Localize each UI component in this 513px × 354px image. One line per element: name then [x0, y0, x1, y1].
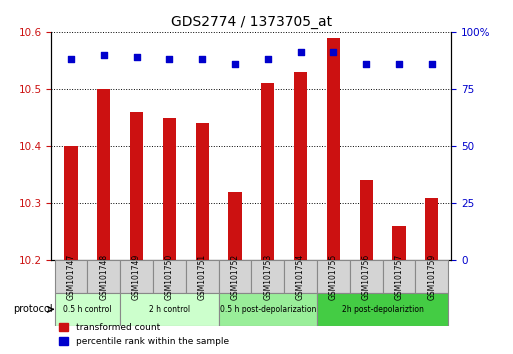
FancyBboxPatch shape [317, 261, 350, 293]
Title: GDS2774 / 1373705_at: GDS2774 / 1373705_at [171, 16, 332, 29]
FancyBboxPatch shape [87, 261, 120, 293]
Bar [294, 72, 307, 261]
Text: GSM101748: GSM101748 [100, 254, 108, 300]
Point [395, 61, 403, 67]
Point [428, 61, 436, 67]
FancyBboxPatch shape [219, 293, 317, 326]
Bar [65, 146, 77, 261]
Bar [130, 112, 143, 261]
Point [198, 56, 206, 62]
Point [297, 50, 305, 55]
Bar [392, 226, 405, 261]
FancyBboxPatch shape [383, 261, 416, 293]
FancyBboxPatch shape [120, 293, 219, 326]
Text: GSM101749: GSM101749 [132, 253, 141, 300]
FancyBboxPatch shape [251, 261, 284, 293]
FancyBboxPatch shape [153, 261, 186, 293]
FancyBboxPatch shape [120, 261, 153, 293]
FancyBboxPatch shape [284, 261, 317, 293]
Bar [163, 118, 176, 261]
FancyBboxPatch shape [416, 261, 448, 293]
FancyBboxPatch shape [219, 261, 251, 293]
FancyBboxPatch shape [350, 261, 383, 293]
Text: GSM101752: GSM101752 [230, 254, 240, 300]
Text: 0.5 h control: 0.5 h control [63, 305, 112, 314]
Text: GSM101759: GSM101759 [427, 253, 436, 300]
Point [132, 54, 141, 60]
Bar [327, 38, 340, 261]
Point [362, 61, 370, 67]
Bar [97, 89, 110, 261]
Text: 2 h control: 2 h control [149, 305, 190, 314]
FancyBboxPatch shape [54, 261, 87, 293]
Text: protocol: protocol [13, 304, 53, 314]
Point [329, 50, 338, 55]
Point [231, 61, 239, 67]
Point [100, 52, 108, 58]
Text: GSM101755: GSM101755 [329, 253, 338, 300]
Bar [261, 83, 274, 261]
Bar [360, 181, 373, 261]
Text: GSM101747: GSM101747 [67, 253, 75, 300]
Text: 2h post-depolariztion: 2h post-depolariztion [342, 305, 424, 314]
Legend: transformed count, percentile rank within the sample: transformed count, percentile rank withi… [56, 320, 232, 349]
Text: GSM101754: GSM101754 [296, 253, 305, 300]
Text: GSM101756: GSM101756 [362, 253, 371, 300]
Text: GSM101753: GSM101753 [263, 253, 272, 300]
Bar [228, 192, 242, 261]
Bar [195, 123, 209, 261]
Point [264, 56, 272, 62]
Bar [425, 198, 438, 261]
Text: GSM101750: GSM101750 [165, 253, 174, 300]
FancyBboxPatch shape [54, 293, 120, 326]
Point [165, 56, 173, 62]
Text: GSM101751: GSM101751 [198, 254, 207, 300]
FancyBboxPatch shape [317, 293, 448, 326]
FancyBboxPatch shape [186, 261, 219, 293]
Text: 0.5 h post-depolarization: 0.5 h post-depolarization [220, 305, 316, 314]
Text: GSM101757: GSM101757 [394, 253, 403, 300]
Point [67, 56, 75, 62]
